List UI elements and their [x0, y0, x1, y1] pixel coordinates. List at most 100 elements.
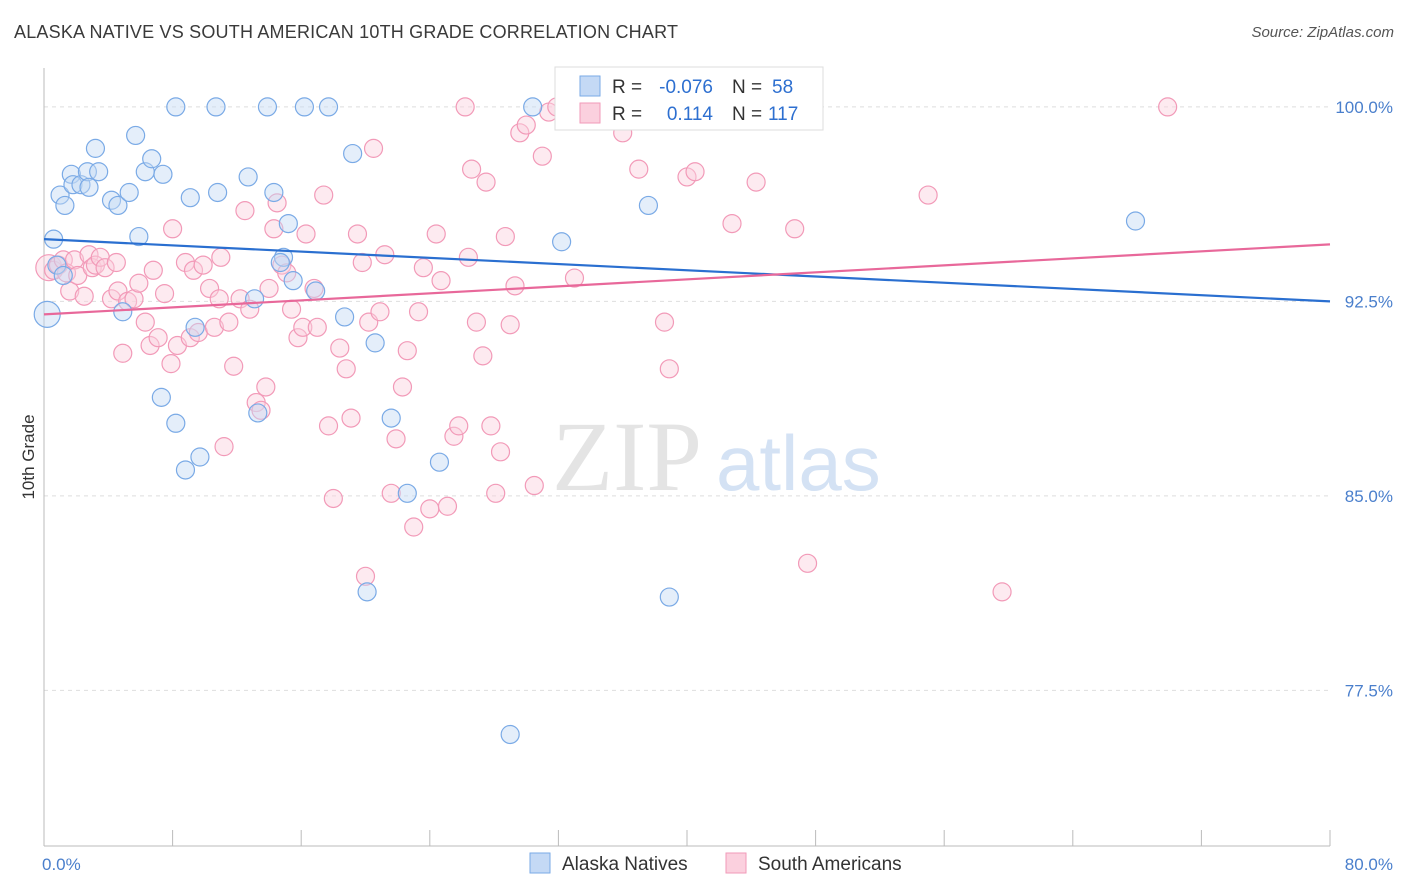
x-tick-label-0: 0.0%: [42, 855, 81, 874]
south-point-107: [746, 172, 766, 192]
south-point-77: [431, 271, 451, 291]
gridlines: [44, 106, 1330, 691]
alaska-point-43: [175, 460, 196, 480]
alaska-point-10: [85, 138, 106, 158]
south-point-109: [797, 553, 818, 573]
legend-r-label-south: R =: [612, 104, 642, 125]
alaska-point-51: [659, 587, 679, 607]
alaska-point-33: [306, 281, 326, 301]
alaska-point-46: [429, 452, 450, 472]
south-point-6: [64, 250, 85, 270]
alaska-point-4: [55, 195, 75, 216]
y-tick-label-1: 92.5%: [1345, 292, 1393, 311]
south-point-26: [163, 219, 183, 239]
south-point-71: [397, 341, 417, 361]
alaska-point-50: [523, 97, 543, 117]
south-point-41: [240, 299, 260, 319]
south-point-70: [392, 377, 413, 397]
south-point-14: [101, 289, 122, 309]
south-point-33: [199, 278, 220, 299]
south-point-89: [490, 442, 511, 462]
chart-title: ALASKA NATIVE VS SOUTH AMERICAN 10TH GRA…: [14, 22, 679, 42]
south-point-34: [204, 317, 224, 337]
bottom-legend-swatch-alaska: [529, 852, 551, 874]
legend-n-label-alaska: N =: [732, 77, 762, 98]
south-point-101: [654, 312, 675, 332]
alaska-point-22: [206, 97, 226, 117]
alaska-point-45: [397, 483, 417, 503]
x-axis-tick-labels: 0.0% 80.0%: [42, 855, 1393, 874]
alaska-point-31: [273, 247, 294, 267]
alaska-point-30: [343, 143, 363, 164]
south-point-69: [386, 429, 406, 449]
south-point-52: [293, 317, 313, 337]
south-point-99: [355, 566, 376, 586]
south-point-13: [95, 258, 115, 278]
south-point-116: [106, 252, 126, 273]
south-point-104: [685, 162, 705, 182]
south-point-100: [629, 159, 649, 179]
south-point-49: [277, 263, 297, 283]
trend-lines: [43, 238, 1331, 316]
south-point-95: [524, 475, 544, 496]
south-point-37: [219, 312, 239, 332]
south-point-43: [251, 400, 271, 420]
alaska-point-24: [238, 167, 258, 187]
legend-r-label-alaska: R =: [612, 77, 642, 98]
alaska-point-3: [50, 185, 70, 205]
y-tick-label-3: 77.5%: [1345, 681, 1393, 700]
south-point-75: [420, 499, 440, 519]
south-point-110: [918, 185, 938, 205]
south-point-73: [408, 302, 429, 322]
alaska-point-34: [244, 289, 265, 309]
south-point-18: [124, 289, 144, 309]
alaska-point-26: [264, 182, 284, 203]
south-point-92: [505, 276, 525, 296]
south-point-22: [143, 260, 163, 280]
alaska-point-32: [270, 252, 290, 273]
alaska-point-12: [101, 190, 122, 210]
alaska-point-57: [283, 271, 303, 291]
chart-source: Source: ZipAtlas.com: [1251, 24, 1394, 41]
south-point-108: [785, 219, 805, 239]
alaska-point-18: [142, 149, 162, 169]
south-point-63: [352, 252, 372, 273]
south-point-60: [336, 359, 356, 379]
south-point-45: [259, 278, 279, 299]
south-trend-line: [43, 243, 1331, 316]
x-axis-ticks: [43, 830, 1331, 846]
alaska-point-36: [185, 317, 205, 337]
south-point-16: [113, 343, 133, 363]
watermark-zip: ZIP: [552, 401, 702, 512]
south-point-80: [449, 416, 469, 436]
legend-top: R = -0.076 N = 58 R = 0.114 N = 117: [554, 66, 824, 131]
alaska-point-0: [47, 255, 67, 275]
alaska-point-41: [248, 403, 268, 423]
south-point-36: [214, 437, 234, 457]
alaska-point-48: [552, 232, 572, 252]
alaska-point-23: [208, 182, 228, 203]
legend-r-value-alaska: -0.076: [659, 77, 713, 98]
y-axis-tick-labels: 100.0% 92.5% 85.0% 77.5%: [1335, 98, 1393, 701]
south-point-46: [264, 219, 284, 239]
alaska-point-15: [126, 125, 146, 146]
south-point-79: [444, 426, 464, 446]
south-point-84: [466, 312, 487, 332]
watermark-atlas: atlas: [716, 419, 881, 507]
alaska-point-20: [166, 97, 186, 117]
south-point-40: [235, 201, 255, 221]
alaska-point-11: [89, 162, 109, 182]
south-point-68: [381, 483, 401, 503]
alaska-trend-line: [43, 238, 1331, 303]
alaska-point-38: [365, 333, 385, 353]
south-point-113: [564, 268, 585, 288]
south-point-105: [722, 214, 742, 234]
alaska-point-8: [77, 162, 98, 182]
south-point-59: [330, 338, 350, 358]
south-point-61: [341, 408, 361, 428]
alaska-point-29: [318, 97, 339, 117]
south-point-44: [256, 377, 276, 397]
alaska-point-52: [500, 724, 520, 745]
south-point-58: [323, 488, 343, 509]
